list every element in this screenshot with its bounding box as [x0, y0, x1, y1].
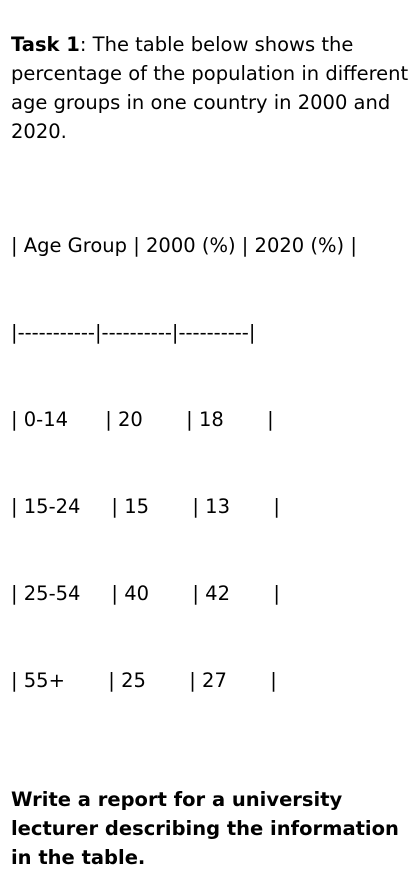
task-colon: : — [79, 33, 87, 56]
table-row: | 0-14 | 20 | 18 | — [11, 408, 274, 431]
table-row: | 25-54 | 40 | 42 | — [11, 582, 280, 605]
task-description: Task 1: The table below shows the percen… — [11, 30, 411, 146]
markdown-table: | Age Group | 2000 (%) | 2020 (%) | |---… — [11, 173, 411, 753]
table-row: | 55+ | 25 | 27 | — [11, 669, 277, 692]
document-page: Task 1: The table below shows the percen… — [11, 30, 411, 892]
table-header-row: | Age Group | 2000 (%) | 2020 (%) | — [11, 234, 357, 257]
table-row: | 15-24 | 15 | 13 | — [11, 495, 280, 518]
task-text: The table below shows the percentage of … — [11, 33, 409, 143]
task-label: Task 1 — [11, 33, 80, 56]
writing-instruction: Write a report for a university lecturer… — [11, 788, 399, 869]
table-separator-row: |-----------|----------|----------| — [11, 321, 256, 344]
